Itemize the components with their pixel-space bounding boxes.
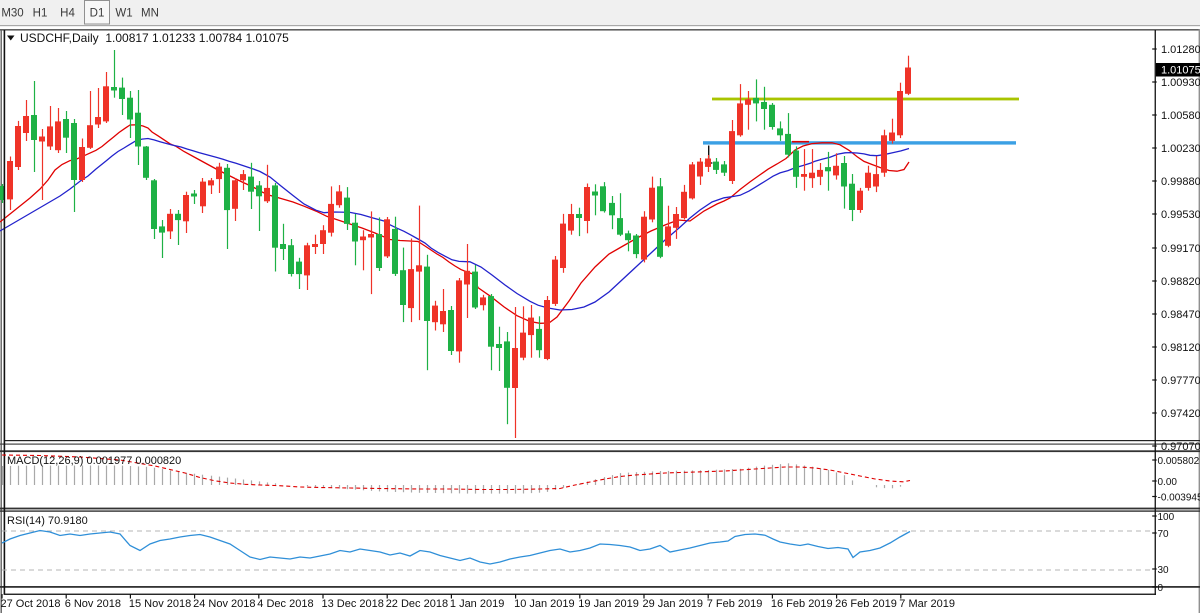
svg-text:MACD(12,26,9) 0.001977 0.00082: MACD(12,26,9) 0.001977 0.000820 bbox=[7, 455, 181, 467]
svg-text:1.00580: 1.00580 bbox=[1161, 110, 1200, 122]
svg-text:15 Nov 2018: 15 Nov 2018 bbox=[129, 598, 191, 610]
svg-text:M30: M30 bbox=[1, 8, 23, 20]
svg-text:1.01280: 1.01280 bbox=[1161, 44, 1200, 56]
svg-text:1 Jan 2019: 1 Jan 2019 bbox=[450, 598, 504, 610]
svg-text:0.98470: 0.98470 bbox=[1161, 309, 1200, 321]
svg-text:0.00: 0.00 bbox=[1158, 477, 1178, 488]
svg-text:19 Jan 2019: 19 Jan 2019 bbox=[578, 598, 639, 610]
svg-text:0.99530: 0.99530 bbox=[1161, 209, 1200, 221]
svg-text:29 Jan 2019: 29 Jan 2019 bbox=[643, 598, 704, 610]
svg-text:H1: H1 bbox=[33, 8, 48, 20]
svg-text:100: 100 bbox=[1158, 512, 1175, 523]
svg-text:0.98820: 0.98820 bbox=[1161, 276, 1200, 288]
svg-text:D1: D1 bbox=[90, 8, 105, 20]
svg-text:1.01075: 1.01075 bbox=[1161, 65, 1200, 77]
svg-text:27 Oct 2018: 27 Oct 2018 bbox=[1, 598, 61, 610]
svg-text:7 Mar 2019: 7 Mar 2019 bbox=[899, 598, 955, 610]
svg-text:0.98120: 0.98120 bbox=[1161, 342, 1200, 354]
svg-text:MN: MN bbox=[141, 8, 159, 20]
svg-text:H4: H4 bbox=[60, 8, 75, 20]
svg-text:24 Nov 2018: 24 Nov 2018 bbox=[193, 598, 255, 610]
svg-text:0.97770: 0.97770 bbox=[1161, 375, 1200, 387]
svg-text:26 Feb 2019: 26 Feb 2019 bbox=[835, 598, 897, 610]
svg-text:7 Feb 2019: 7 Feb 2019 bbox=[707, 598, 763, 610]
svg-text:6 Nov 2018: 6 Nov 2018 bbox=[65, 598, 121, 610]
svg-text:70: 70 bbox=[1158, 529, 1170, 540]
svg-text:22 Dec 2018: 22 Dec 2018 bbox=[386, 598, 448, 610]
svg-text:0.97420: 0.97420 bbox=[1161, 408, 1200, 420]
svg-text:0.99170: 0.99170 bbox=[1161, 243, 1200, 255]
svg-text:1.00230: 1.00230 bbox=[1161, 143, 1200, 155]
svg-text:16 Feb 2019: 16 Feb 2019 bbox=[771, 598, 833, 610]
svg-text:-0.003945: -0.003945 bbox=[1158, 492, 1200, 503]
svg-text:0.97070: 0.97070 bbox=[1161, 441, 1200, 453]
svg-text:4 Dec 2018: 4 Dec 2018 bbox=[257, 598, 313, 610]
svg-text:0.005802: 0.005802 bbox=[1158, 456, 1200, 467]
svg-text:10 Jan 2019: 10 Jan 2019 bbox=[514, 598, 575, 610]
svg-text:30: 30 bbox=[1158, 565, 1170, 576]
svg-text:0: 0 bbox=[1158, 583, 1164, 594]
svg-text:0.99880: 0.99880 bbox=[1161, 176, 1200, 188]
svg-text:W1: W1 bbox=[115, 8, 132, 20]
svg-text:1.00930: 1.00930 bbox=[1161, 77, 1200, 89]
svg-text:USDCHF,Daily 1.00817 1.01233: USDCHF,Daily 1.00817 1.01233 1.00784 1.0… bbox=[20, 31, 289, 45]
svg-text:RSI(14) 70.9180: RSI(14) 70.9180 bbox=[7, 515, 88, 527]
svg-text:13 Dec 2018: 13 Dec 2018 bbox=[322, 598, 384, 610]
